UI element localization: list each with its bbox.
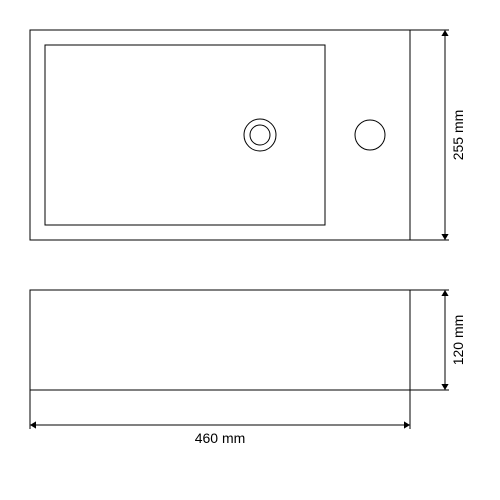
drain-inner xyxy=(250,125,270,145)
dim-height-label: 120 mm xyxy=(450,315,466,366)
dim-depth-label: 255 mm xyxy=(450,110,466,161)
top-view-basin xyxy=(45,45,325,225)
faucet-hole xyxy=(355,120,385,150)
arrow-head xyxy=(441,234,448,240)
arrow-head xyxy=(404,421,410,428)
arrow-head xyxy=(441,30,448,36)
top-view-outer xyxy=(30,30,410,240)
dim-width-label: 460 mm xyxy=(195,430,246,446)
arrow-head xyxy=(441,290,448,296)
drain-outer xyxy=(244,119,276,151)
arrow-head xyxy=(30,421,36,428)
arrow-head xyxy=(441,384,448,390)
side-view-outer xyxy=(30,290,410,390)
